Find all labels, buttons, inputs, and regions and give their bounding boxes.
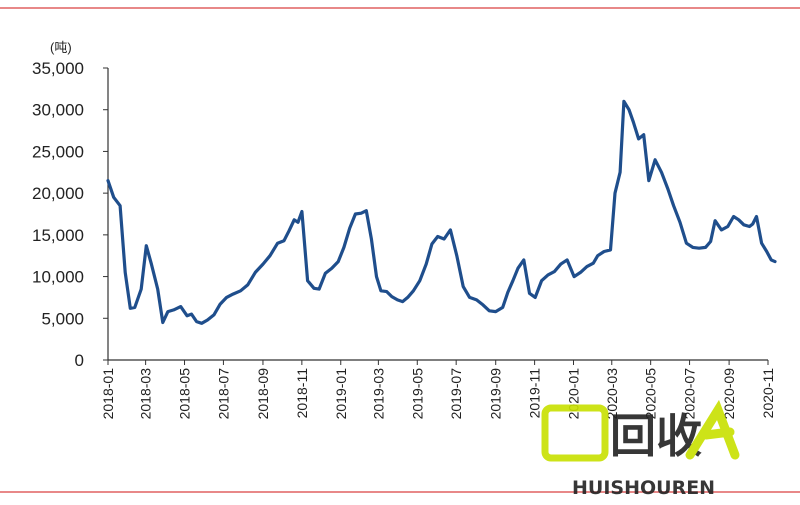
x-tick-label: 2019-01	[333, 368, 349, 420]
y-axis: 0 5,000 10,000 15,000 20,000 25,000 30,000 35,0…	[32, 59, 109, 370]
x-tick-label: 2018-03	[138, 368, 154, 420]
x-tick-label: 2019-05	[409, 368, 425, 420]
x-tick-label: 2018-05	[177, 368, 193, 420]
y-tick-label: 35,000	[32, 59, 84, 78]
x-tick-label: 2018-07	[215, 368, 231, 420]
x-tick-label: 2018-11	[294, 368, 310, 419]
y-tick-label: 0	[75, 351, 84, 370]
x-tick-label: 2020-03	[604, 368, 620, 420]
watermark-box	[541, 404, 609, 462]
watermark-figure-icon	[685, 399, 740, 460]
series-line	[106, 99, 777, 325]
x-tick-label: 2018-09	[255, 368, 271, 420]
y-tick-label: 20,000	[32, 184, 84, 203]
y-tick-label: 10,000	[32, 268, 84, 287]
x-tick-label: 2018-01	[100, 368, 116, 420]
series-group	[106, 99, 777, 325]
x-tick-label: 2020-01	[566, 368, 582, 420]
x-tick-label: 2020-11	[760, 368, 776, 419]
x-tick-label: 2019-07	[448, 368, 464, 420]
y-tick-label: 15,000	[32, 226, 84, 245]
y-axis-unit-label: (吨)	[50, 40, 72, 55]
x-tick-label: 2019-09	[488, 368, 504, 420]
watermark-logo: 回收 HUISHOUREN	[541, 399, 740, 499]
x-tick-label: 2019-11	[527, 368, 543, 419]
x-tick-label: 2020-07	[682, 368, 698, 420]
y-tick-label: 5,000	[41, 309, 84, 328]
x-tick-label: 2020-09	[721, 368, 737, 420]
x-tick-label: 2019-03	[370, 368, 386, 420]
x-tick-label: 2020-05	[643, 368, 659, 420]
y-tick-label: 30,000	[32, 101, 84, 120]
x-axis: 2018-01 2018-03 2018-05 2018-07 2018-09 2018-…	[100, 359, 776, 420]
watermark-brand-text: HUISHOUREN	[572, 477, 715, 499]
y-tick-label: 25,000	[32, 142, 84, 161]
